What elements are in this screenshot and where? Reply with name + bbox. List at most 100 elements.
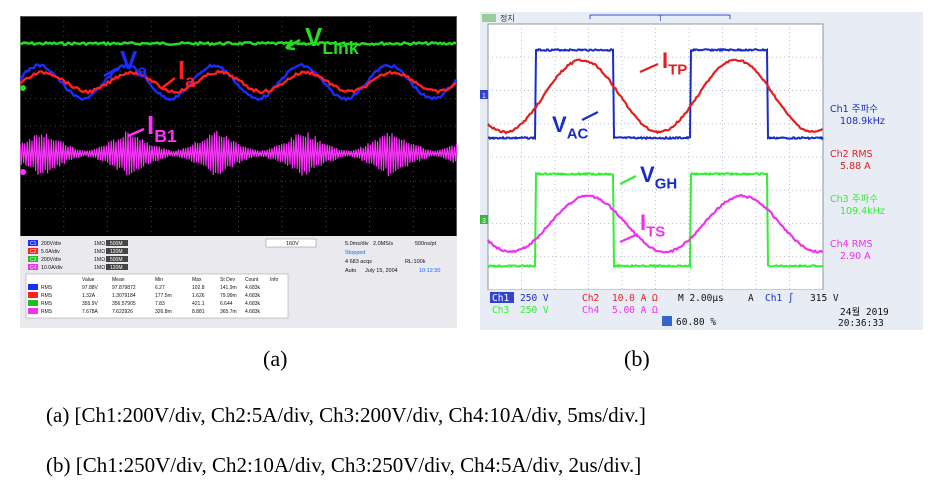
pt-time: 500ns/pt <box>415 241 437 247</box>
readout-value: 109.4kHz <box>840 206 885 217</box>
bw-badge <box>106 256 128 262</box>
measure-ch-badge <box>28 308 38 314</box>
channel-id: C2 <box>30 249 37 255</box>
bw-badge <box>106 240 128 246</box>
arrow-i-a <box>161 77 176 89</box>
measure-cell: RMS <box>41 293 53 299</box>
channel-imp: 1MΩ <box>94 249 105 255</box>
measure-cell: 355.9V <box>82 301 99 307</box>
status-time: 20:36:33 <box>838 318 884 329</box>
measure-cell: 421.1 <box>192 301 205 307</box>
measure-cell: RMS <box>41 309 53 315</box>
channel-id: C4 <box>30 265 37 271</box>
bw-badge <box>106 248 128 254</box>
trace-i-b1 <box>20 130 457 177</box>
measure-cell: 7.678A <box>82 309 99 315</box>
measure-header: Value <box>82 277 95 283</box>
label-v-gh: VGH <box>640 162 677 193</box>
measure-cell: 326.8m <box>155 309 172 315</box>
measure-cell: 6.644 <box>220 301 233 307</box>
channel-badge <box>28 264 38 270</box>
arrow-v-gh <box>619 175 637 185</box>
measure-cell: 79.99m <box>220 293 237 299</box>
measure-cell: 97.879872 <box>112 285 136 291</box>
scope-a-info: C1 200V/div 1MΩ 500M C2 5.0A/div 1MΩ 120M C3 200V… <box>20 236 457 328</box>
measure-cell: 1.626 <box>192 293 205 299</box>
trigger-box <box>265 238 317 248</box>
measure-cell: 365.7m <box>220 309 237 315</box>
measure-cell: 4.683k <box>245 309 261 315</box>
trace-i-a <box>20 69 457 95</box>
measure-cell: RMS <box>41 285 53 291</box>
label-i-b1: IB1 <box>147 110 177 146</box>
label-i-tp: ITP <box>662 48 687 79</box>
top-status: 정지 <box>500 13 515 23</box>
measure-cell: 7.83 <box>155 301 165 307</box>
marker-ch-a <box>20 85 26 91</box>
scale-note-b: (b) [Ch1:250V/div, Ch2:10A/div, Ch3:250V… <box>46 453 642 477</box>
marker-ch-b <box>20 169 26 175</box>
acqs: 4 683 acqs <box>345 259 372 265</box>
label-i-ts: ITS <box>640 210 665 241</box>
channel-scale: 10.0A/div <box>41 265 63 271</box>
trace-i-tp <box>487 58 824 135</box>
measure-cell: 6.27 <box>155 285 165 291</box>
measure-cell: 1.32A <box>82 293 96 299</box>
marker-ch1-text: 1 <box>482 93 486 100</box>
mode: Stopped <box>345 250 366 256</box>
date: July 15, 2004 <box>365 268 398 274</box>
measure-table <box>25 273 289 319</box>
status-a: A <box>748 293 754 304</box>
trace-v-gh <box>487 171 824 269</box>
channel-imp: 1MΩ <box>94 265 105 271</box>
channel-badge <box>28 248 38 254</box>
measure-header: Count <box>245 277 259 283</box>
status-ch3-val: 250 V <box>520 305 549 316</box>
ch1-tag <box>490 292 514 303</box>
status-date: 24월 2019 <box>840 306 889 318</box>
measure-ch-badge <box>28 292 38 298</box>
channel-scale: 200V/div <box>41 241 62 247</box>
trace-v-ac <box>487 47 824 141</box>
readout-value: 108.9kHz <box>840 116 885 127</box>
trace-v-link <box>20 40 457 47</box>
status-bar <box>480 290 923 330</box>
channel-bw: 120M <box>110 265 123 271</box>
status-ch2: Ch2 <box>582 293 599 304</box>
pct-badge <box>662 316 672 326</box>
readout-value: 5.88 A <box>840 161 871 172</box>
status-ch4: Ch4 <box>582 305 599 316</box>
arrow-i-b1 <box>127 127 145 138</box>
readout-value: 2.90 A <box>840 251 871 262</box>
channel-badge <box>28 240 38 246</box>
marker-ch3 <box>480 215 488 224</box>
measure-cell: 177.5m <box>155 293 172 299</box>
channel-id: C1 <box>30 241 37 247</box>
measure-header: Max <box>192 277 202 283</box>
measure-ch-badge <box>28 284 38 290</box>
oscilloscope-a: VLink Va Ia IB1 C1 200V/div 1MΩ 500M C2 5.0A/div 1… <box>20 16 457 328</box>
label-v-ac: VAC <box>552 112 588 143</box>
measure-cell: 4.683k <box>245 285 261 291</box>
measure-cell: 1.3079184 <box>112 293 136 299</box>
measure-ch-badge <box>28 300 38 306</box>
measure-header: Info <box>270 277 279 283</box>
status-timebase: M 2.00µs <box>678 293 724 304</box>
channel-bw: 120M <box>110 249 123 255</box>
status-ch1: Ch1 <box>492 293 509 304</box>
channel-bw: 500M <box>110 257 123 263</box>
arrow-v-link <box>285 38 301 51</box>
status-ch3: Ch3 <box>492 305 509 316</box>
measure-cell: 141.9m <box>220 285 237 291</box>
trigger-level: 160V <box>286 241 299 247</box>
oscilloscope-b: 정지 T VAC ITP VGH ITS 1 3 Ch1 주파수 108.9kHz Ch2 RMS 5… <box>480 12 923 330</box>
status-trig-val: 315 V <box>810 293 839 304</box>
marker-ch3-text: 3 <box>482 218 486 225</box>
status-trig-ch: Ch1 ∫ <box>765 292 794 304</box>
status-ch1-val: 250 V <box>520 293 549 304</box>
grid-a <box>20 16 457 237</box>
readout-name: Ch2 RMS <box>830 149 873 160</box>
readout-name: Ch3 주파수 <box>830 194 878 205</box>
readout-name: Ch4 RMS <box>830 239 873 250</box>
